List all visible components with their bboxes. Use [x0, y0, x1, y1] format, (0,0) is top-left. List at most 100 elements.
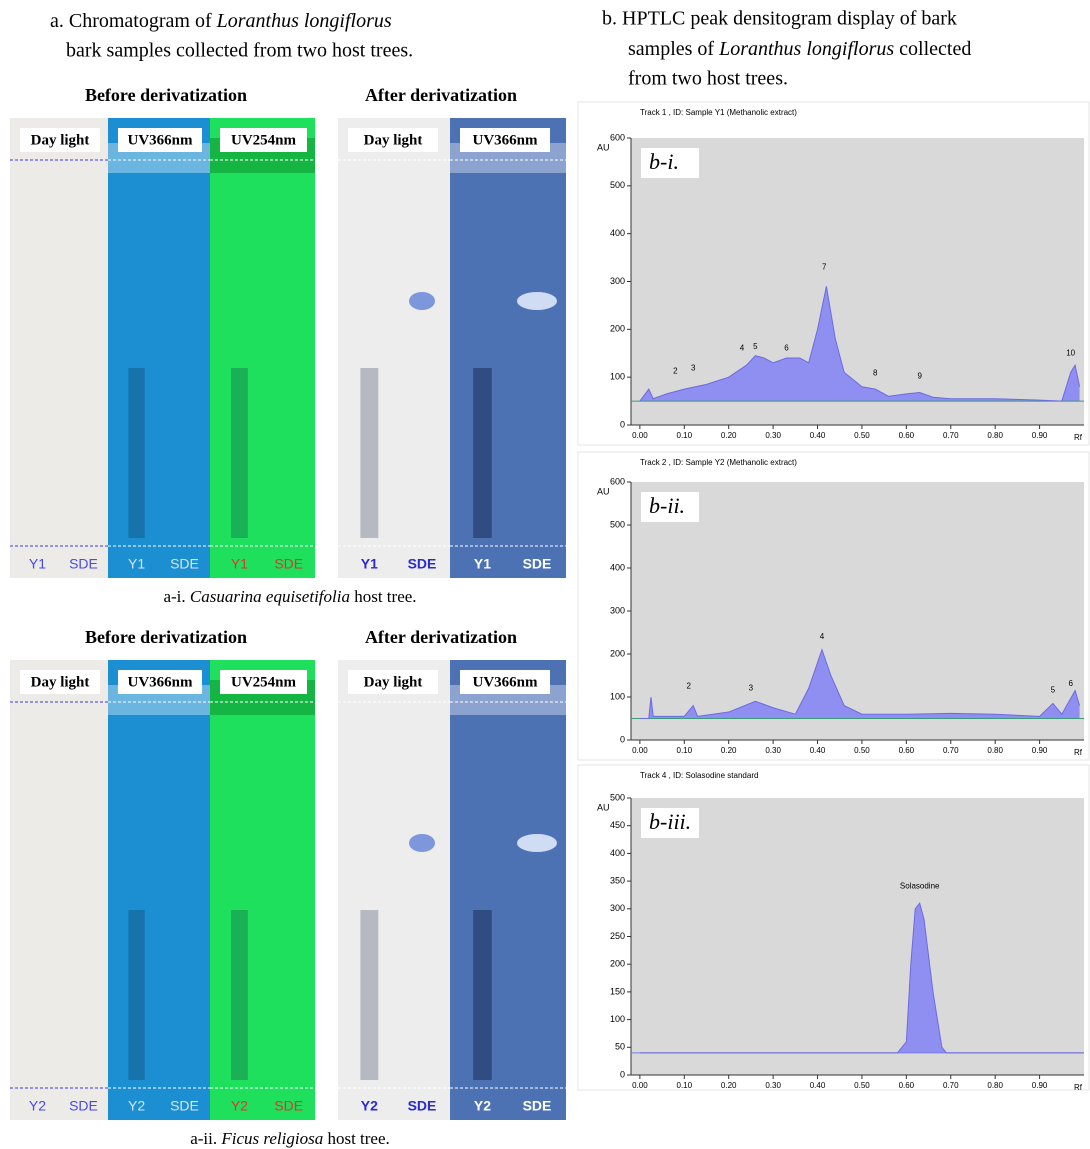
plate-label: UV254nm [231, 674, 297, 690]
peak-label: 9 [917, 371, 922, 380]
y-tick-label: 400 [610, 228, 625, 238]
y-tick-label: 400 [610, 562, 625, 572]
y-tick-label: 350 [610, 875, 625, 885]
spot [517, 292, 557, 310]
y-axis-label: AU [597, 142, 610, 152]
panel-label-box [641, 148, 699, 178]
densitogram-line [639, 286, 1081, 402]
lane-label: SDE [523, 1098, 552, 1114]
y-tick-label: 300 [610, 276, 625, 286]
plot-area [631, 138, 1084, 425]
caption: a-i. Casuarina equisetifolia host tree. [163, 587, 416, 606]
tlc-plate [108, 118, 210, 578]
lane-label: SDE [170, 556, 199, 572]
panel-label: b-i. [649, 149, 679, 174]
y-tick-label: 100 [610, 691, 625, 701]
lane-track [473, 368, 492, 538]
lane-track [128, 368, 145, 538]
label-box [460, 128, 550, 152]
plot-area [631, 798, 1084, 1075]
y-tick-label: 250 [610, 931, 625, 941]
lane-label: Y1 [474, 556, 491, 572]
title-text: a. Chromatogram of [50, 10, 217, 32]
x-tick-label: 0.00 [632, 746, 648, 755]
x-axis-label: Rf [1074, 1083, 1083, 1092]
subheading: After derivatization [365, 627, 517, 647]
tlc-plate [210, 118, 315, 578]
y-tick-label: 200 [610, 959, 625, 969]
lane-label: Y1 [128, 556, 145, 572]
lane-label: Y1 [29, 556, 46, 572]
subheading: Before derivatization [85, 85, 247, 105]
x-tick-label: 0.50 [854, 746, 870, 755]
y-tick-label: 100 [610, 372, 625, 382]
plate-label: UV366nm [472, 674, 538, 690]
lane-label: Y1 [361, 556, 378, 572]
label-box [118, 128, 202, 152]
y-tick-label: 400 [610, 848, 625, 858]
y-axis-label: AU [597, 486, 610, 496]
lane-label: Y2 [361, 1098, 378, 1114]
x-tick-label: 0.50 [854, 431, 870, 440]
x-tick-label: 0.70 [943, 431, 959, 440]
track-title: Track 4 , ID: Solasodine standard [640, 771, 758, 780]
lane-label: SDE [274, 556, 303, 572]
peak-label: 6 [1068, 679, 1073, 688]
label-box [460, 670, 550, 694]
peak-label: 2 [673, 367, 678, 376]
tlc-plate [450, 118, 566, 578]
tlc-plate [10, 660, 108, 1120]
plate-label: UV366nm [472, 132, 538, 148]
panel-b-title-line: from two host trees. [628, 68, 788, 90]
y-tick-label: 300 [610, 903, 625, 913]
subheading: Before derivatization [85, 627, 247, 647]
y-tick-label: 300 [610, 605, 625, 615]
peak-label: 4 [740, 344, 745, 353]
track-title: Track 2 , ID: Sample Y2 (Methanolic extr… [640, 458, 797, 467]
label-box [348, 128, 438, 152]
peak-label: 5 [1051, 686, 1056, 695]
spot [517, 834, 557, 852]
label-box [348, 670, 438, 694]
lane-label: SDE [170, 1098, 199, 1114]
label-box [20, 670, 100, 694]
peak-label: 4 [820, 632, 825, 641]
plate-label: UV254nm [231, 132, 297, 148]
plate-label: Day light [31, 132, 90, 148]
panel-label-box [641, 492, 699, 522]
x-tick-label: 0.40 [810, 1081, 826, 1090]
plate-label: UV366nm [127, 674, 193, 690]
y-tick-label: 0 [620, 1069, 625, 1079]
y-tick-label: 0 [620, 419, 625, 429]
x-tick-label: 0.90 [1032, 746, 1048, 755]
peak-label: 3 [749, 684, 754, 693]
x-tick-label: 0.40 [810, 431, 826, 440]
label-box [118, 670, 202, 694]
x-tick-label: 0.30 [765, 746, 781, 755]
panel-a-title: a. Chromatogram of Loranthus longiflorus [50, 10, 392, 32]
panel-a-title-line: bark samples collected from two host tre… [66, 40, 413, 62]
tlc-plate [338, 118, 450, 578]
lane-label: Y2 [231, 1098, 248, 1114]
lane-label: SDE [523, 556, 552, 572]
y-tick-label: 500 [610, 519, 625, 529]
lane-track [473, 910, 492, 1080]
peak-label: 6 [784, 344, 789, 353]
caption-italic: Ficus religiosa [220, 1129, 323, 1148]
panel-b-title-line: samples of Loranthus longiflorus collect… [628, 38, 971, 60]
plate-label: Day light [364, 674, 423, 690]
lane-track [360, 910, 379, 1080]
y-tick-label: 450 [610, 820, 625, 830]
title-text: collected [894, 38, 971, 60]
x-tick-label: 0.70 [943, 1081, 959, 1090]
x-tick-label: 0.00 [632, 431, 648, 440]
peak-label: 3 [691, 364, 696, 373]
plate-label: Day light [31, 674, 90, 690]
panel-label-box [641, 808, 699, 838]
x-tick-label: 0.40 [810, 746, 826, 755]
lane-label: SDE [274, 1098, 303, 1114]
x-tick-label: 0.30 [765, 1081, 781, 1090]
lane-label: Y2 [128, 1098, 145, 1114]
plot-area [631, 482, 1084, 740]
plate-label: UV366nm [127, 132, 193, 148]
